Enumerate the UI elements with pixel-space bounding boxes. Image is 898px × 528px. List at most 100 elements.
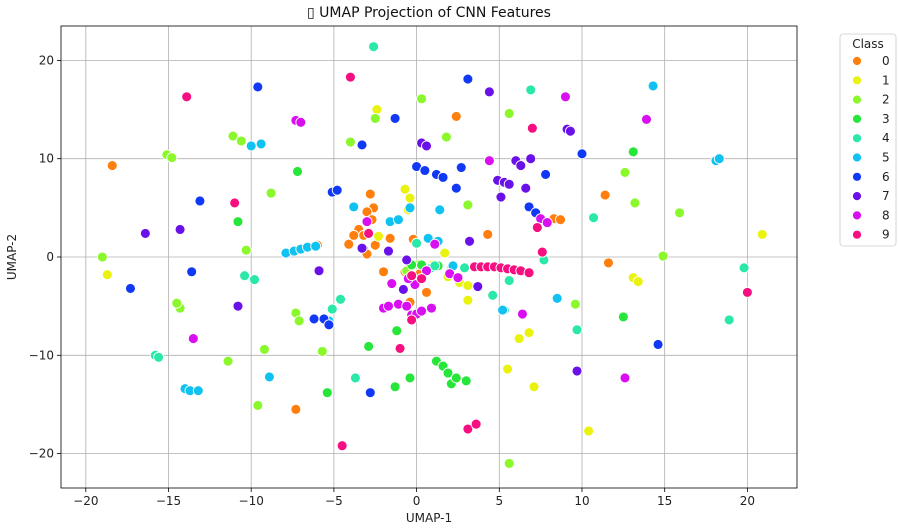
- point-class-9: [416, 273, 428, 285]
- point-class-8: [483, 155, 495, 167]
- point-class-0: [482, 228, 494, 240]
- point-class-7: [495, 191, 507, 203]
- point-class-7: [401, 254, 413, 266]
- legend-label-1: 1: [882, 73, 890, 87]
- point-class-6: [652, 339, 664, 350]
- point-class-6: [450, 182, 462, 194]
- point-class-7: [397, 283, 409, 295]
- point-class-4: [368, 41, 380, 53]
- point-class-2: [293, 315, 305, 327]
- point-class-6: [462, 73, 474, 85]
- legend-marker-1: [852, 75, 862, 86]
- point-class-3: [232, 216, 244, 228]
- point-class-1: [371, 104, 383, 116]
- legend-label-5: 5: [882, 151, 890, 165]
- legend-marker-3: [852, 114, 862, 124]
- point-class-7: [483, 86, 495, 98]
- point-class-2: [344, 136, 356, 148]
- point-class-4: [429, 260, 441, 272]
- point-class-8: [641, 113, 652, 125]
- point-class-9: [336, 440, 348, 452]
- point-class-8: [421, 265, 432, 277]
- point-class-5: [404, 202, 416, 214]
- point-class-2: [657, 250, 669, 262]
- point-class-5: [192, 385, 204, 397]
- point-class-3: [389, 381, 401, 393]
- point-class-4: [349, 372, 361, 384]
- point-class-2: [503, 108, 515, 119]
- point-class-4: [503, 275, 515, 287]
- point-class-6: [194, 195, 206, 207]
- point-class-8: [416, 305, 428, 317]
- point-class-6: [125, 283, 136, 294]
- point-class-1: [502, 363, 514, 375]
- legend-label-3: 3: [882, 112, 890, 126]
- legend-marker-2: [852, 94, 862, 105]
- point-class-3: [404, 372, 416, 384]
- point-class-4: [153, 351, 165, 363]
- point-class-8: [295, 116, 307, 128]
- point-class-9: [363, 227, 375, 239]
- point-class-5: [245, 140, 257, 152]
- point-class-8: [516, 308, 528, 320]
- point-class-0: [599, 189, 611, 201]
- point-class-4: [459, 262, 471, 274]
- point-class-0: [421, 286, 432, 298]
- point-class-1: [632, 276, 644, 288]
- point-class-8: [426, 302, 437, 314]
- point-class-9: [470, 418, 482, 430]
- point-class-4: [525, 84, 537, 96]
- point-class-2: [503, 457, 515, 469]
- point-class-2: [440, 131, 452, 143]
- point-class-1: [528, 381, 540, 393]
- point-class-5: [713, 153, 725, 165]
- point-class-6: [186, 266, 198, 278]
- legend-marker-7: [852, 191, 862, 202]
- point-class-2: [252, 399, 264, 411]
- point-class-9: [741, 286, 753, 298]
- point-class-9: [523, 267, 535, 279]
- point-class-2: [258, 343, 270, 355]
- legend-title: Class: [852, 37, 884, 51]
- legend-label-2: 2: [882, 93, 890, 107]
- point-class-9: [536, 246, 548, 258]
- point-class-6: [455, 162, 467, 173]
- point-class-2: [240, 244, 252, 256]
- point-class-4: [335, 293, 346, 305]
- point-class-0: [348, 229, 360, 241]
- y-tick-label: 10: [39, 152, 54, 166]
- point-class-8: [401, 300, 413, 312]
- point-class-6: [389, 112, 401, 124]
- point-class-6: [576, 148, 588, 160]
- point-class-2: [569, 298, 581, 310]
- point-class-0: [343, 238, 355, 250]
- point-class-4: [723, 314, 735, 326]
- point-class-4: [738, 262, 750, 274]
- point-class-8: [429, 238, 441, 250]
- point-class-1: [101, 269, 113, 281]
- point-class-6: [308, 313, 320, 325]
- point-class-7: [520, 182, 532, 194]
- x-axis-label: UMAP-1: [406, 511, 452, 525]
- legend-label-6: 6: [882, 170, 890, 184]
- point-class-7: [472, 281, 484, 292]
- point-class-1: [373, 230, 385, 242]
- point-class-1: [462, 280, 474, 291]
- x-tick-label: 0: [413, 494, 421, 508]
- point-class-5: [392, 214, 404, 226]
- legend-items: 0 1 2 3 4 5 6 7 8 9: [852, 54, 890, 242]
- x-tick-label: 10: [574, 494, 589, 508]
- x-tick-label: −20: [73, 494, 98, 508]
- legend-label-0: 0: [882, 54, 890, 68]
- point-class-5: [255, 138, 267, 150]
- point-class-4: [571, 324, 583, 336]
- point-class-5: [310, 240, 322, 252]
- point-class-7: [139, 227, 151, 239]
- point-class-2: [265, 187, 277, 199]
- point-class-8: [541, 217, 553, 229]
- point-class-3: [442, 367, 454, 379]
- point-class-5: [551, 292, 563, 304]
- point-class-2: [416, 93, 428, 105]
- point-class-9: [531, 222, 543, 233]
- point-class-5: [263, 371, 275, 383]
